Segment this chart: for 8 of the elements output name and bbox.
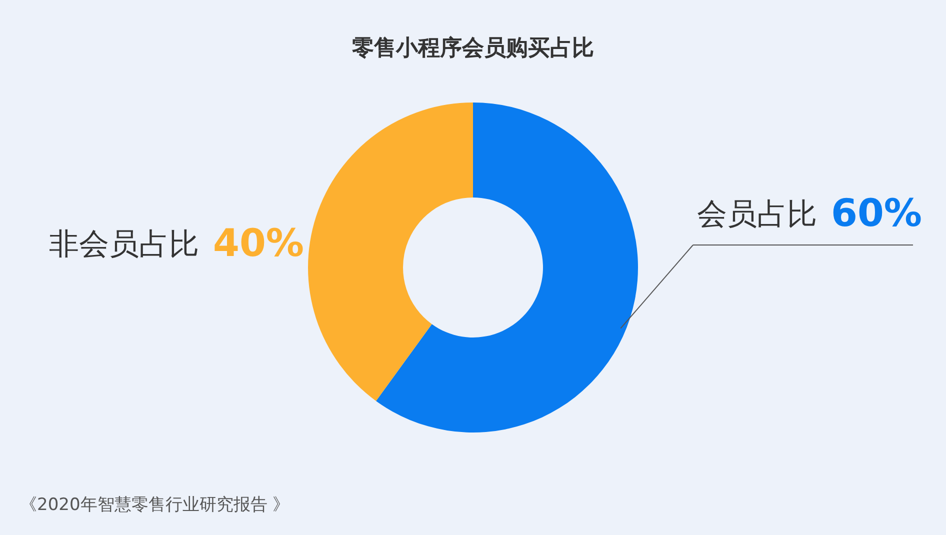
- slice-label: 非会员占比: [49, 227, 199, 262]
- data-label: 40%: [213, 221, 304, 265]
- donut-slice: [376, 102, 638, 432]
- data-label: 60%: [831, 191, 922, 235]
- donut-slice: [308, 102, 473, 401]
- slice-label: 会员占比: [697, 197, 817, 232]
- text: 《2020年智慧零售行业研究报告 》: [20, 495, 290, 515]
- chart-title: 零售小程序会员购买占比: [352, 35, 594, 61]
